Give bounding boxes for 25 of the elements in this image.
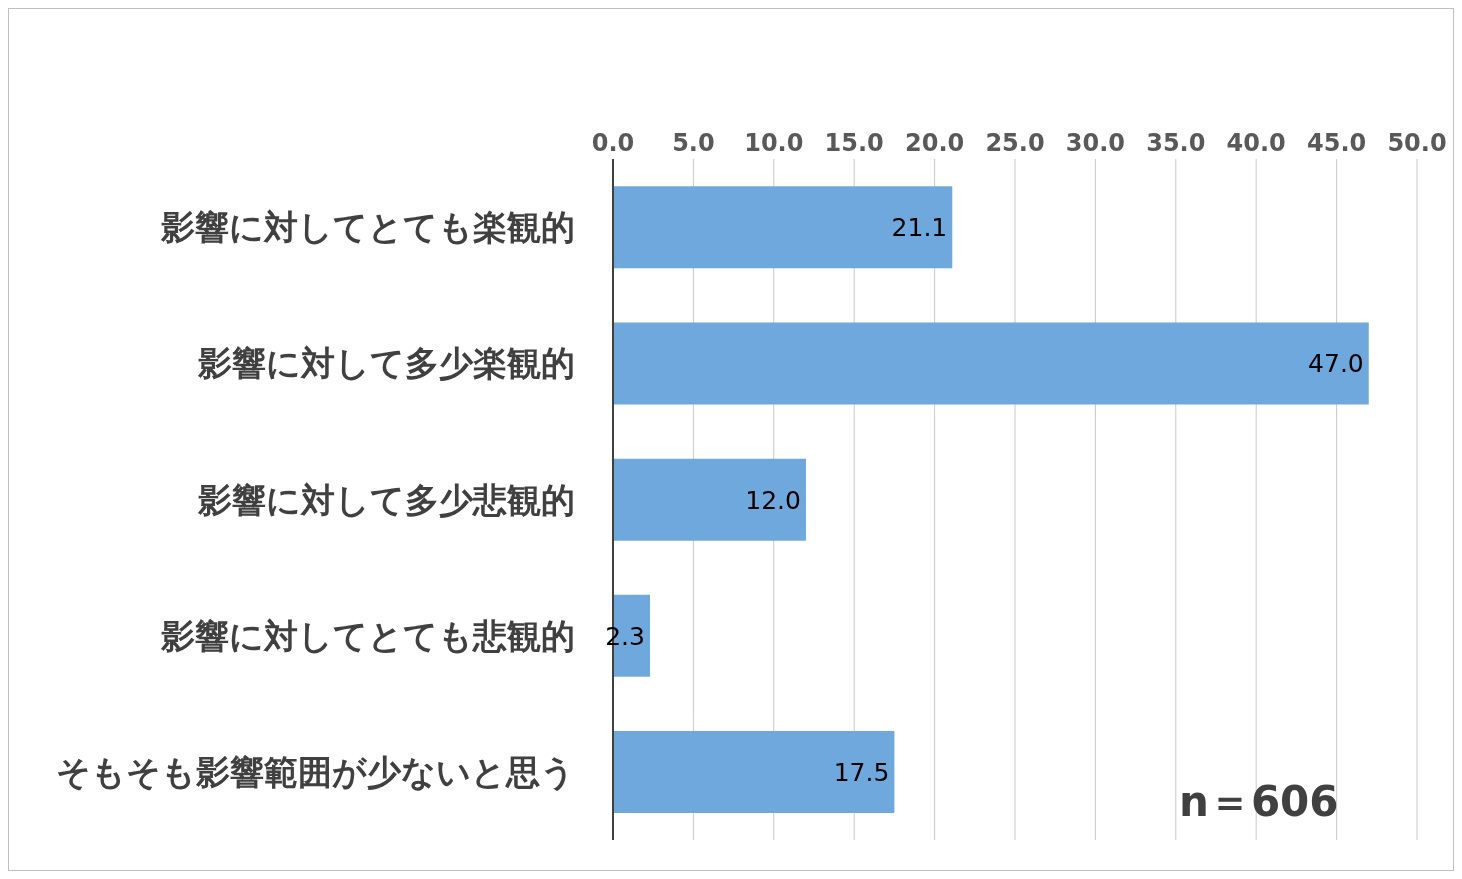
data-label: 17.5 (833, 757, 890, 787)
x-tick-label: 50.0 (1387, 129, 1447, 157)
y-tick-label: 影響に対してとても悲観的 (160, 615, 575, 656)
y-tick-label: 影響に対して多少楽観的 (197, 343, 575, 384)
y-tick-label: 影響に対して多少悲観的 (197, 479, 575, 520)
data-label: 47.0 (1308, 349, 1364, 379)
y-tick-label: そもそも影響範囲が少ないと思う (56, 751, 575, 792)
x-tick-label: 25.0 (985, 129, 1045, 157)
x-tick-label: 30.0 (1065, 129, 1126, 157)
x-tick-label: 5.0 (672, 129, 715, 157)
bar (613, 186, 953, 269)
y-tick-label: 影響に対してとても楽観的 (160, 207, 575, 248)
bar (613, 458, 806, 541)
x-tick-label: 10.0 (744, 129, 804, 157)
x-tick-label: 15.0 (824, 129, 884, 157)
data-label: 21.1 (891, 213, 948, 243)
x-tick-label: 45.0 (1306, 129, 1367, 157)
x-tick-label: 40.0 (1226, 129, 1286, 157)
x-tick-label: 35.0 (1146, 129, 1206, 157)
bar (613, 731, 895, 814)
annotation: n＝606 (1179, 776, 1339, 828)
x-tick-label: 0.0 (591, 129, 635, 157)
bar (613, 322, 1369, 405)
x-tick-label: 20.0 (904, 129, 965, 157)
data-label: 12.0 (745, 485, 801, 515)
